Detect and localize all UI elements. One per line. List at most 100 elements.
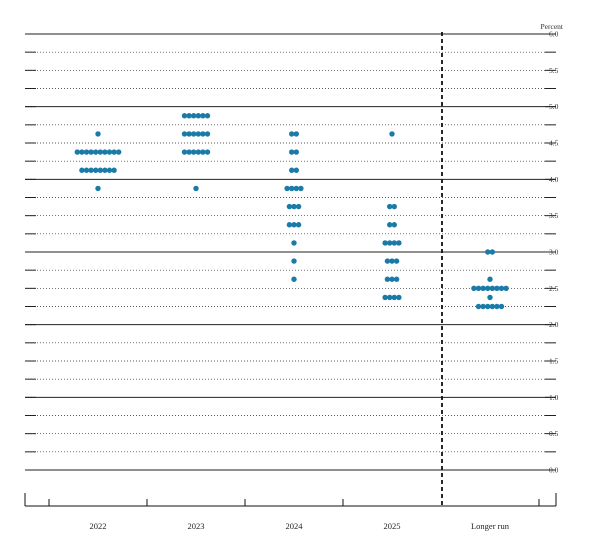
dot <box>97 149 104 155</box>
y-tick-labels: 0.0 0.5 1.0 1.5 2.0 2.5 3.0 3.5 4.0 4.5 5.0 5.5 6.0 <box>549 30 559 475</box>
dot <box>83 167 90 173</box>
y-tick-label: 5.0 <box>549 102 559 111</box>
dot <box>95 185 101 192</box>
x-category-labels: 2022 2023 2024 2025 Longer run <box>90 521 510 531</box>
dot <box>286 222 293 228</box>
dot <box>181 149 188 155</box>
dot <box>93 167 99 173</box>
dot <box>295 222 302 228</box>
dot <box>289 131 295 137</box>
dot <box>396 294 402 301</box>
dot <box>489 303 495 310</box>
dot <box>111 149 117 155</box>
dot <box>293 131 299 137</box>
dot <box>200 149 206 155</box>
dot <box>387 222 393 228</box>
dot <box>291 276 297 282</box>
y-tick-label: 4.5 <box>549 139 559 148</box>
dot <box>494 303 500 310</box>
dot <box>487 294 493 301</box>
dot <box>186 113 192 119</box>
unit-label: Percent <box>541 22 564 31</box>
dot <box>191 149 197 155</box>
dot <box>291 240 297 246</box>
dot <box>387 203 393 210</box>
x-category-label: 2024 <box>286 521 304 531</box>
dot <box>485 303 491 310</box>
dot <box>200 113 206 119</box>
dot <box>396 240 402 246</box>
dot <box>102 167 108 173</box>
dot <box>389 276 395 282</box>
x-axis <box>24 493 557 507</box>
dot <box>389 131 395 137</box>
dot <box>186 149 192 155</box>
dot <box>485 285 491 292</box>
dot <box>489 249 495 255</box>
dot <box>295 203 302 210</box>
dot <box>475 285 482 292</box>
y-tick-label: 3.0 <box>549 248 559 257</box>
dot <box>485 249 491 255</box>
dot <box>181 113 188 119</box>
dot <box>494 285 500 292</box>
dot <box>106 149 113 155</box>
dot <box>95 131 101 137</box>
dot <box>293 167 299 173</box>
dot <box>106 167 113 173</box>
dot <box>393 258 400 264</box>
dot <box>291 258 297 264</box>
x-category-label: Longer run <box>471 521 510 531</box>
dot <box>289 185 295 192</box>
dot <box>391 203 397 210</box>
dot <box>289 149 295 155</box>
y-tick-label: 1.0 <box>549 393 559 402</box>
dot <box>391 240 397 246</box>
dot <box>498 285 505 292</box>
dots <box>74 113 509 310</box>
dot <box>88 167 94 173</box>
dot <box>111 167 117 173</box>
dot <box>391 222 397 228</box>
dot <box>487 276 493 282</box>
x-category-label: 2025 <box>384 521 401 531</box>
dot <box>387 294 393 301</box>
dot <box>284 185 290 192</box>
dot <box>83 149 90 155</box>
dot <box>471 285 477 292</box>
dot <box>293 185 299 192</box>
y-tick-label: 0.0 <box>549 466 559 475</box>
dot <box>79 149 85 155</box>
x-category-label: 2023 <box>188 521 205 531</box>
dot <box>97 167 104 173</box>
dot <box>382 240 388 246</box>
dot <box>181 131 188 137</box>
dot <box>298 185 304 192</box>
dot <box>384 258 391 264</box>
dot <box>382 294 388 301</box>
dot <box>293 149 299 155</box>
dot <box>195 131 201 137</box>
y-tick-label: 2.5 <box>549 284 559 293</box>
dot <box>191 113 197 119</box>
dot <box>116 149 122 155</box>
dot <box>79 167 85 173</box>
dot <box>475 303 482 310</box>
dot <box>200 131 206 137</box>
dot <box>195 113 201 119</box>
dot <box>204 131 211 137</box>
y-tick-label: 0.5 <box>549 429 559 438</box>
dot <box>204 113 211 119</box>
gridlines <box>25 33 556 471</box>
x-category-label: 2022 <box>90 521 107 531</box>
dot <box>193 185 199 192</box>
y-tick-label: 5.5 <box>549 66 559 75</box>
dot <box>387 240 393 246</box>
dot <box>480 285 486 292</box>
y-tick-label: 4.0 <box>549 175 559 184</box>
y-tick-label: 6.0 <box>549 30 559 39</box>
dot <box>289 167 295 173</box>
dot <box>186 131 192 137</box>
dot <box>489 285 495 292</box>
